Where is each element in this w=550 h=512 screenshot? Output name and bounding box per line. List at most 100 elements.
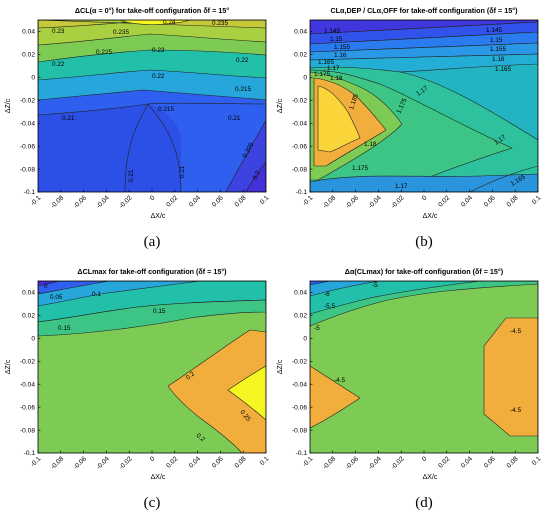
- x-tick-label: 0.02: [165, 455, 179, 469]
- x-tick-label: 0.08: [506, 455, 520, 469]
- x-tick-label: 0.04: [188, 194, 202, 208]
- panel-d: Δα(CLmax) for take-off configuration (δf…: [277, 267, 543, 511]
- y-tick-label: -0.04: [292, 120, 307, 127]
- contour-label: -5: [372, 282, 378, 289]
- contour-label: 1.15: [330, 36, 343, 43]
- x-tick-label: -0.1: [29, 455, 42, 468]
- contour-label: 0.15: [153, 308, 166, 315]
- panel-c-title: ΔCLmax for take-off configuration (δf = …: [77, 267, 227, 276]
- contour-label: 1.145: [324, 28, 340, 35]
- contour-label: 0.235: [212, 20, 228, 27]
- contour-label: -4.5: [510, 407, 521, 414]
- contour-label: 0.15: [58, 325, 71, 332]
- contour-label: 1.16: [334, 52, 347, 59]
- y-tick-label: 0: [303, 75, 307, 82]
- y-tick-label: 0: [303, 336, 307, 343]
- x-tick-label: -0.04: [95, 194, 111, 210]
- y-axis-label: ΔZ/c: [277, 98, 284, 113]
- x-tick-label: 0.04: [460, 194, 474, 208]
- band: [245, 161, 266, 192]
- contour-label: 1.175: [314, 71, 330, 78]
- band: [310, 42, 538, 61]
- x-axis-label: ΔX/c: [423, 474, 438, 481]
- y-tick-label: 0.04: [22, 290, 35, 297]
- band: [310, 21, 538, 45]
- x-tick-label: 0.02: [437, 455, 451, 469]
- band: [310, 31, 538, 53]
- y-tick-label: -0.06: [20, 143, 35, 150]
- panel-b: CLα,DEP / CLα,OFF for take-off configura…: [277, 6, 543, 250]
- contour-label: 0.215: [235, 86, 251, 93]
- contour-label: 1.175: [352, 165, 368, 172]
- x-tick-label: 0.08: [234, 455, 248, 469]
- x-tick-label: -0.04: [367, 455, 383, 471]
- contour-label: 0.2: [252, 169, 263, 181]
- contour-line: [147, 103, 182, 192]
- x-tick-label: -0.02: [118, 455, 134, 471]
- band: [227, 365, 266, 421]
- panel-b-title: CLα,DEP / CLα,OFF for take-off configura…: [330, 6, 518, 15]
- y-tick-label: 0.04: [22, 29, 35, 36]
- x-tick-label: -0.1: [29, 194, 42, 207]
- band: [38, 299, 266, 337]
- y-tick-label: 0.02: [22, 313, 35, 320]
- x-axis-label: ΔX/c: [151, 213, 166, 220]
- x-tick-label: 0.06: [211, 455, 225, 469]
- y-tick-label: 0.04: [294, 29, 307, 36]
- contour-label: -5: [314, 325, 320, 332]
- band: [310, 20, 538, 35]
- contour-label: 0.22: [236, 57, 249, 64]
- contour-label: 0.21: [228, 115, 241, 122]
- contour-label: 0.2: [195, 432, 207, 443]
- panel-d-contour-fill: [310, 281, 538, 453]
- x-tick-label: 0.06: [483, 194, 497, 208]
- y-tick-label: -0.04: [20, 381, 35, 388]
- contour-label: 0.22: [152, 73, 165, 80]
- contour-label: 0.1: [92, 291, 101, 298]
- contour-line: [124, 103, 149, 192]
- x-tick-label: 0.02: [437, 194, 451, 208]
- panel-b-caption: (b): [415, 234, 433, 250]
- x-axis-label: ΔX/c: [151, 474, 166, 481]
- band: [310, 281, 331, 286]
- y-tick-label: 0: [31, 336, 35, 343]
- y-tick-label: -0.02: [292, 97, 307, 104]
- contour-label: 1.16: [492, 56, 505, 63]
- contour-label: 1.17: [327, 65, 340, 72]
- y-axis-label: ΔZ/c: [277, 359, 284, 374]
- y-tick-label: 0.02: [294, 313, 307, 320]
- panel-a-contour-labels: 0.24 0.235 0.235 0.23 0.23 0.225 0.22 0.…: [52, 19, 262, 182]
- x-tick-label: -0.08: [322, 455, 338, 471]
- contour-label: 1.165: [318, 59, 334, 66]
- y-tick-label: -0.02: [20, 358, 35, 365]
- contour-label: 1.18: [364, 141, 377, 148]
- contour-label: 0.22: [52, 61, 65, 68]
- x-tick-label: -0.06: [72, 455, 88, 471]
- x-tick-label: -0.02: [390, 455, 406, 471]
- y-axis-label: ΔZ/c: [5, 98, 12, 113]
- contour-label: 0.21: [128, 169, 135, 182]
- x-tick-label: -0.02: [118, 194, 134, 210]
- y-tick-label: -0.08: [20, 166, 35, 173]
- panel-d-caption: (d): [415, 495, 433, 511]
- y-tick-label: -0.04: [292, 381, 307, 388]
- x-tick-label: 0.1: [259, 455, 271, 467]
- x-tick-label: 0: [149, 455, 157, 463]
- contour-label: 0: [44, 283, 48, 290]
- y-tick-label: -0.1: [24, 189, 36, 196]
- band: [310, 173, 538, 192]
- contour-label: 1.18: [330, 75, 343, 82]
- contour-label: 1.145: [486, 27, 502, 34]
- x-axis-label: ΔX/c: [423, 213, 438, 220]
- x-tick-label: 0.06: [211, 194, 225, 208]
- y-tick-label: -0.08: [292, 427, 307, 434]
- x-tick-label: -0.02: [390, 194, 406, 210]
- contour-label: 0.05: [50, 294, 63, 301]
- band: [167, 329, 266, 453]
- contour-label: 0.2: [185, 370, 197, 381]
- contour-label: 0.225: [96, 49, 112, 56]
- y-tick-label: -0.1: [296, 450, 308, 457]
- y-tick-label: -0.1: [24, 450, 36, 457]
- x-tick-label: 0.04: [460, 455, 474, 469]
